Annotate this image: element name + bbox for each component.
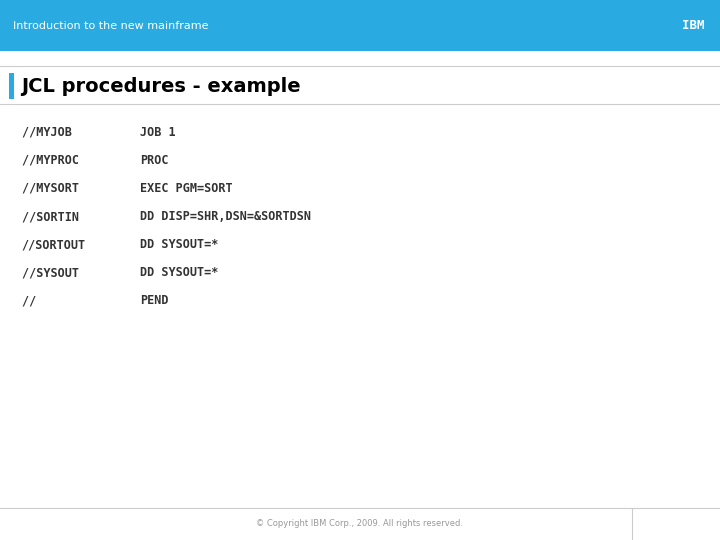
Text: PEND: PEND xyxy=(140,294,169,307)
Text: //MYPROC: //MYPROC xyxy=(22,154,86,167)
Text: //MYJOB: //MYJOB xyxy=(22,126,86,139)
FancyBboxPatch shape xyxy=(9,73,14,99)
Text: //: // xyxy=(22,294,86,307)
Text: JCL procedures - example: JCL procedures - example xyxy=(21,77,300,96)
Text: DD SYSOUT=*: DD SYSOUT=* xyxy=(140,238,219,251)
Text: DD SYSOUT=*: DD SYSOUT=* xyxy=(140,266,219,279)
Text: //SYSOUT: //SYSOUT xyxy=(22,266,86,279)
Text: EXEC PGM=SORT: EXEC PGM=SORT xyxy=(140,182,233,195)
Text: //SORTOUT: //SORTOUT xyxy=(22,238,86,251)
Text: IBM: IBM xyxy=(682,19,704,32)
FancyBboxPatch shape xyxy=(0,0,720,51)
Text: //SORTIN: //SORTIN xyxy=(22,210,86,223)
Text: © Copyright IBM Corp., 2009. All rights reserved.: © Copyright IBM Corp., 2009. All rights … xyxy=(256,519,464,528)
Text: DD DISP=SHR,DSN=&SORTDSN: DD DISP=SHR,DSN=&SORTDSN xyxy=(140,210,311,223)
Text: PROC: PROC xyxy=(140,154,169,167)
Text: //MYSORT: //MYSORT xyxy=(22,182,86,195)
Text: Introduction to the new mainframe: Introduction to the new mainframe xyxy=(13,21,209,31)
Text: JOB 1: JOB 1 xyxy=(140,126,176,139)
